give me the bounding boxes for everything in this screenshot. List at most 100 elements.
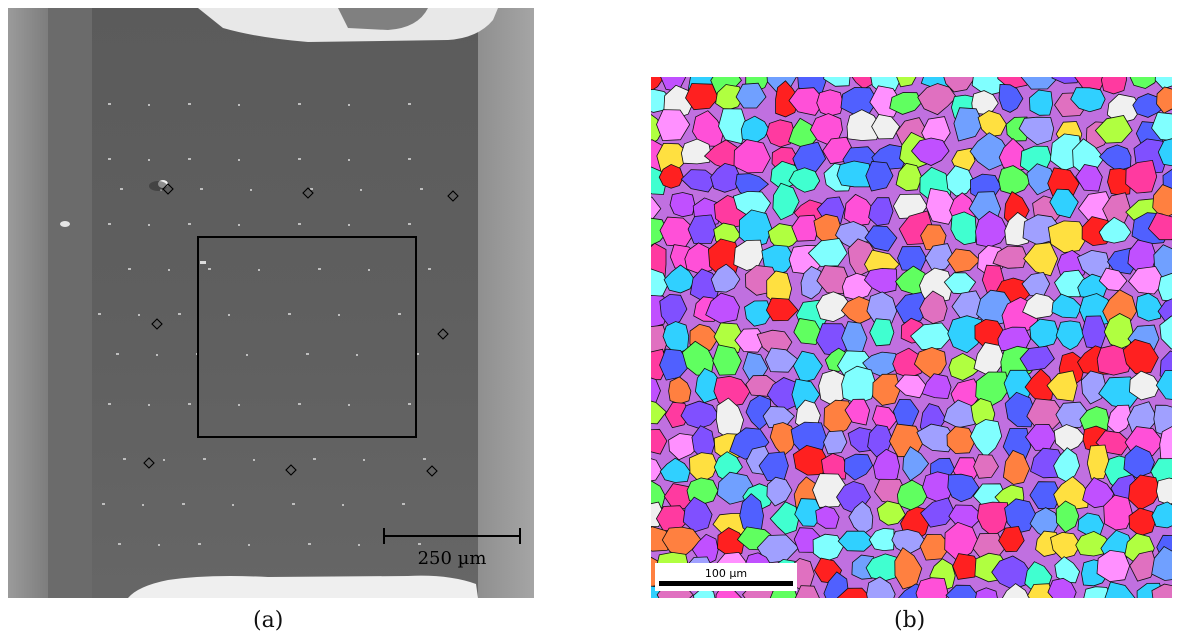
grain [658,163,684,189]
grain [1098,144,1132,172]
top-notch-shadow [338,8,428,30]
grain [792,350,823,383]
grain [976,501,1009,537]
grain [997,77,1031,90]
grain [865,553,905,582]
grain [843,193,875,227]
grain [920,497,956,528]
grain [680,138,712,165]
grain [975,587,998,598]
grain [894,292,930,324]
grain [975,371,1011,409]
grain [896,77,917,88]
grain [871,114,901,140]
grain [953,107,984,142]
grain [1086,444,1110,480]
grain [947,315,984,354]
scale-bar-b: 100 µm [655,563,797,591]
scale-bar-b-label: 100 µm [705,567,747,580]
grain [1026,163,1056,196]
sem-micrograph: 250 µm [8,8,534,598]
grain [1155,370,1172,400]
grain [1050,531,1082,560]
grain [769,501,800,535]
grain [765,297,799,322]
grain [876,500,906,526]
ebsd-orientation-map: 100 µm [651,77,1172,598]
grain [765,119,796,148]
grain [794,498,824,527]
grain [894,374,927,399]
grain [948,352,983,381]
grain [973,454,999,479]
grain [1047,577,1077,598]
grain [740,115,770,145]
grain [1096,549,1131,583]
grain [685,83,719,111]
grain [823,571,850,598]
particle [60,221,70,227]
grain [1122,339,1159,375]
grain [947,473,980,503]
grain [1151,111,1172,142]
grain [823,77,851,87]
grain [1046,370,1078,402]
grain [866,576,896,598]
grain [788,87,826,116]
grain [735,82,767,109]
grain [975,210,1009,248]
grain [689,452,718,484]
grain [713,375,751,407]
grain [1023,242,1059,277]
grain [1156,86,1172,114]
grain [910,322,953,351]
right-edge [478,8,534,598]
grain [793,318,822,345]
grain [836,587,872,598]
grain [1028,89,1054,116]
grain [917,83,957,116]
grain [1070,87,1106,113]
grain [1098,216,1132,244]
grain [951,147,976,172]
grain [950,211,977,246]
grain [1051,293,1083,319]
particle-shadow [149,181,167,191]
grain [794,585,820,598]
grain [1047,220,1089,254]
grain [791,214,820,242]
grain [1004,391,1036,428]
grain [1129,370,1161,401]
grain [892,347,926,379]
grain-map [651,77,1172,598]
grain [788,167,821,193]
grain [916,423,957,453]
grain [1159,426,1172,466]
grain [1125,159,1158,194]
caption-b: (b) [894,608,926,633]
grain [656,109,691,142]
grain [925,188,959,225]
grain [651,77,665,92]
grain [815,505,840,529]
grain [1156,477,1172,506]
grain [1129,77,1159,89]
left-step [48,8,92,598]
grain [1129,550,1157,582]
grain [1002,449,1031,485]
grain [733,139,771,174]
grain [1123,445,1155,479]
grain [766,476,793,507]
grain [769,422,798,457]
grain [895,162,923,192]
grain [1029,318,1060,349]
grain [1026,398,1066,431]
grain [800,265,826,300]
grain [680,169,718,193]
grain [915,577,949,598]
grain [1106,93,1142,124]
grain [1152,184,1172,220]
grain [864,225,898,252]
grain [680,400,720,429]
grain [868,527,895,552]
